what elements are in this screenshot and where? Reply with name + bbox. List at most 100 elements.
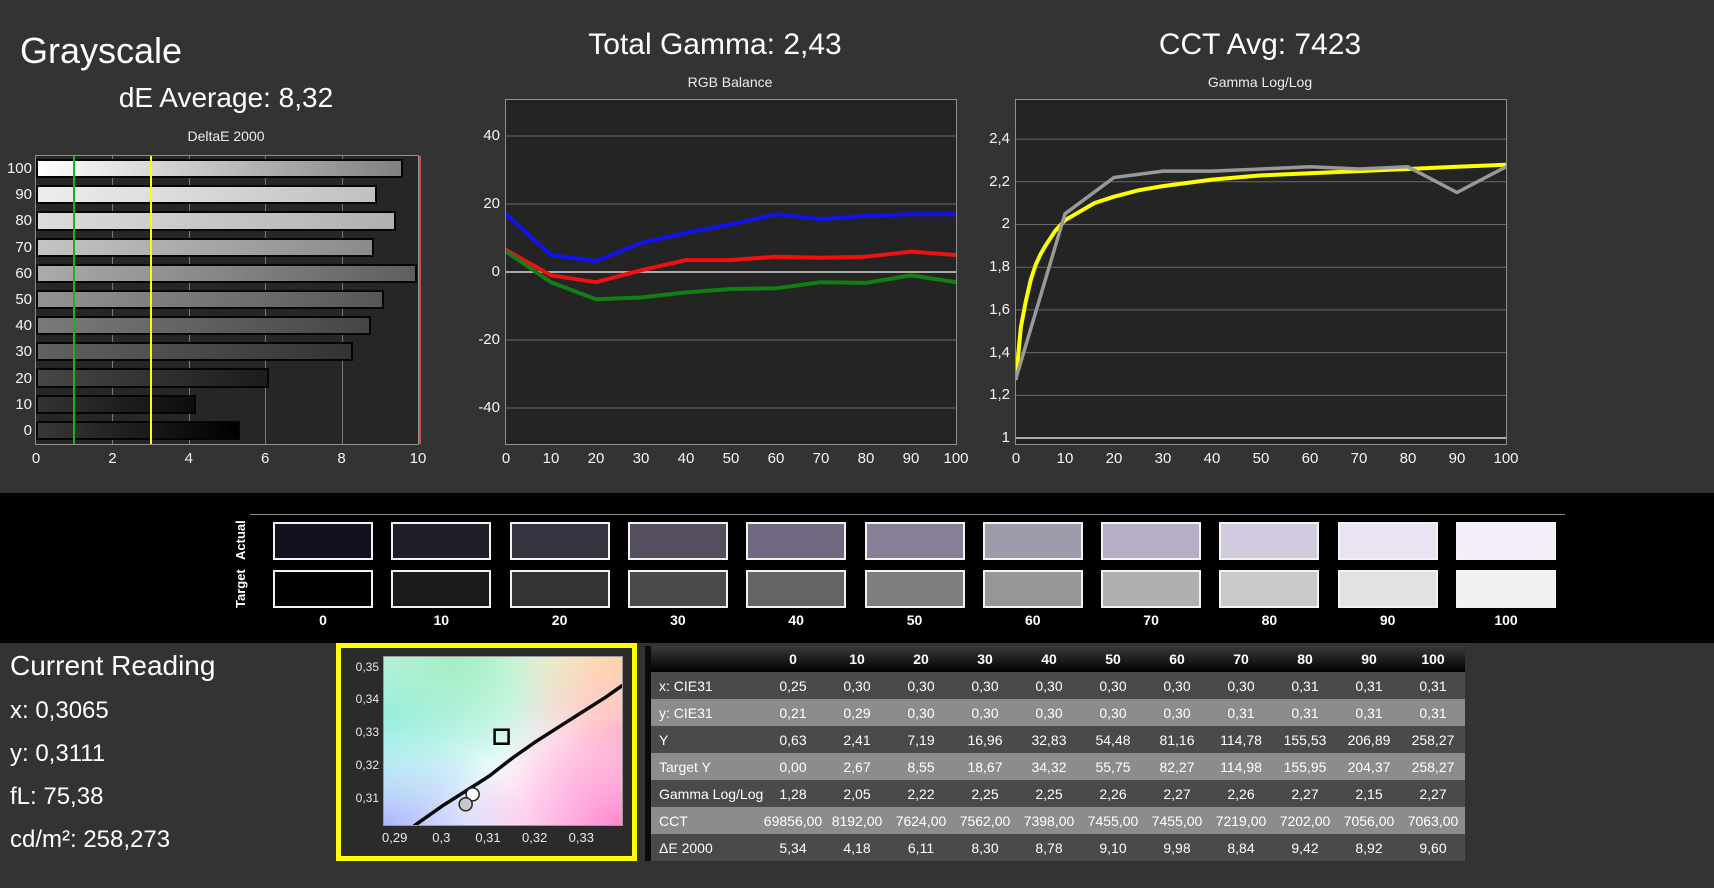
table-value-cell: 8,92: [1355, 839, 1383, 856]
deltae-category-label: 60: [15, 264, 32, 282]
table-row-label: Gamma Log/Log: [659, 785, 764, 802]
green-line: [506, 249, 956, 302]
swatch-actual-80: [1219, 522, 1320, 560]
gamma-plot-x-tick-label: 50: [1252, 450, 1270, 467]
table-value-cell: 0,30: [1099, 704, 1127, 721]
table-value-cell: 8,78: [1035, 839, 1063, 856]
table-value-cell: 2,22: [907, 785, 935, 802]
rgb-balance-plot-y-tick-label: 40: [483, 127, 500, 145]
table-header-cell: 40: [1041, 651, 1057, 667]
results-table: 0 10 20 30 40 50 60 70 80 90 100 x: CIE31 0,25 0,30 0,…: [645, 646, 1465, 861]
deltae-bar-50: [36, 289, 384, 310]
swatch-target-90: [1337, 570, 1438, 608]
actual-row-label: Actual: [233, 520, 248, 560]
table-value-cell: 114,98: [1220, 758, 1262, 775]
table-value-cell: 34,32: [1031, 758, 1067, 775]
gamma-plot-y-tick-label: 1: [1001, 429, 1010, 447]
table-value-cell: 32,83: [1031, 731, 1067, 748]
rgb-balance-plot-x-tick-label: 20: [587, 450, 605, 467]
gamma-target-curve: [1016, 162, 1506, 381]
reading-cdm2: cd/m²: 258,273: [10, 826, 171, 853]
table-value-cell: 7063,00: [1407, 812, 1459, 829]
gamma-plot-y-tick-label: 1,2: [989, 386, 1010, 404]
swatch-band: Actual Target 0 10 20 30 40 50 60 70 80 90 100: [0, 493, 1714, 643]
green-reference-line: [73, 156, 76, 444]
deltae-category-label: 0: [23, 421, 32, 439]
gamma-plot-x-tick-label: 70: [1350, 450, 1368, 467]
table-value-cell: 0,30: [907, 704, 935, 721]
red-limit-line: [419, 156, 421, 444]
table-header-cell: 80: [1297, 651, 1313, 667]
deltae-bar-10: [36, 394, 196, 414]
target-row-label: Target: [233, 569, 248, 608]
table-value-cell: 0,30: [1227, 677, 1255, 694]
table-value-cell: 7455,00: [1087, 812, 1139, 829]
gamma-plot-x-tick-label: 30: [1154, 450, 1172, 467]
cct-avg-label: CCT Avg: 7423: [1158, 28, 1362, 61]
table-value-cell: 0,30: [1163, 704, 1191, 721]
table-value-cell: 9,10: [1099, 839, 1127, 856]
table-value-cell: 4,18: [843, 839, 871, 856]
rgb-balance-plot: 40 20 0 -20 -40 0 10 20 30 40 50 60 70 80 90 100: [478, 99, 969, 467]
table-value-cell: 0,30: [843, 677, 871, 694]
deltae-category-label: 100: [6, 160, 32, 178]
table-header-cell: 50: [1105, 651, 1121, 667]
rgb-balance-plot-x-tick-label: 60: [767, 450, 785, 467]
swatch-target-40: [746, 570, 847, 608]
swatch-column-label: 30: [670, 612, 686, 628]
deltae-category-label: 80: [15, 212, 32, 230]
table-value-cell: 54,48: [1095, 731, 1131, 748]
swatch-actual-20: [509, 522, 610, 560]
swatch-target-10: [391, 570, 492, 608]
cie-locus-curve: [412, 683, 622, 825]
gamma-plot-y-tick-label: 2,2: [989, 172, 1010, 190]
deltae-category-label: 30: [15, 343, 32, 361]
table-row-label: x: CIE31: [659, 677, 713, 694]
table-row-label: CCT: [659, 812, 688, 829]
gamma-plot-x-tick-label: 40: [1203, 450, 1221, 467]
swatch-actual-40: [746, 522, 847, 560]
table-header-cell: 100: [1421, 651, 1445, 667]
table-value-cell: 9,98: [1163, 839, 1191, 856]
swatch-column-label: 0: [319, 612, 327, 628]
cie-y-tick-label: 0,33: [355, 725, 379, 740]
table-value-cell: 258,27: [1411, 731, 1455, 748]
rgb-balance-plot-x-tick-label: 30: [632, 450, 650, 467]
table-value-cell: 7562,00: [959, 812, 1011, 829]
reading-y: y: 0,3111: [10, 740, 106, 767]
table-value-cell: 7398,00: [1023, 812, 1075, 829]
table-value-cell: 8192,00: [831, 812, 883, 829]
rgb-balance-plot-y-tick-label: 20: [483, 195, 500, 213]
rgb-balance-plot-x-tick-label: 10: [542, 450, 560, 467]
swatch-column-label: 60: [1025, 612, 1041, 628]
deltae-bar-100: [36, 159, 403, 179]
swatch-target-60: [982, 570, 1083, 608]
deltae-category-label: 20: [15, 369, 32, 387]
deltae-x-tick-label: 0: [31, 450, 41, 467]
table-value-cell: 2,27: [1291, 785, 1319, 802]
cie-reading-marker-1: [458, 796, 473, 812]
swatch-column-label: 70: [1143, 612, 1159, 628]
table-value-cell: 2,26: [1099, 785, 1127, 802]
rgb-balance-plot-y-tick-label: -40: [478, 398, 500, 416]
reading-fl: fL: 75,38: [10, 783, 104, 810]
deltae-category-label: 40: [15, 317, 32, 335]
rgb-balance-chart-title: RGB Balance: [687, 74, 773, 90]
table-header-cell: 20: [913, 651, 929, 667]
table-row-label: Target Y: [659, 758, 711, 775]
table-value-cell: 0,63: [779, 731, 807, 748]
table-value-cell: 9,42: [1291, 839, 1319, 856]
swatch-target-30: [627, 570, 728, 608]
table-value-cell: 155,95: [1283, 758, 1327, 775]
rgb-balance-plot-x-tick-label: 70: [812, 450, 830, 467]
yellow-reference-line: [149, 156, 152, 444]
swatch-target-50: [864, 570, 965, 608]
swatch-column-label: 20: [551, 612, 568, 628]
deltae-bar-20: [36, 368, 270, 388]
table-value-cell: 0,30: [1163, 677, 1191, 694]
swatch-actual-70: [1101, 522, 1202, 560]
table-value-cell: 0,31: [1291, 704, 1319, 721]
gamma-plot-y-tick-label: 1,6: [989, 300, 1010, 318]
table-value-cell: 2,26: [1227, 785, 1255, 802]
